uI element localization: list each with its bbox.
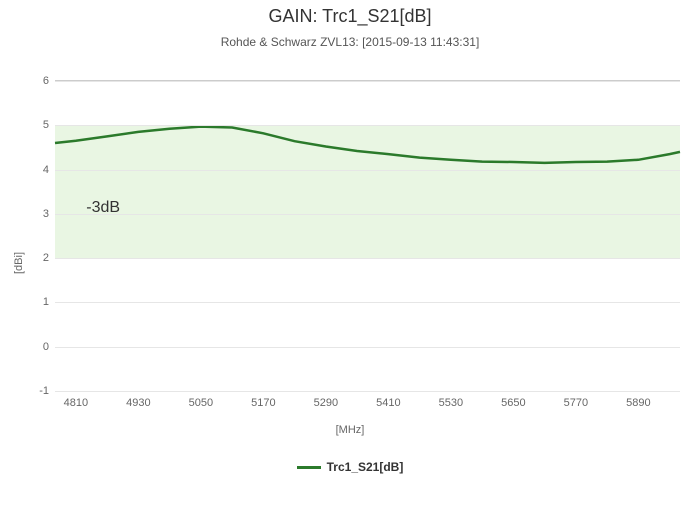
line-series-svg — [55, 81, 680, 391]
y-tick: 6 — [43, 75, 55, 87]
y-tick: 4 — [43, 164, 55, 176]
x-tick: 5770 — [564, 391, 588, 409]
y-tick: 3 — [43, 208, 55, 220]
y-tick: 0 — [43, 341, 55, 353]
x-tick: 5410 — [376, 391, 400, 409]
x-tick: 5290 — [314, 391, 338, 409]
y-tick: -1 — [39, 385, 55, 397]
chart-title: GAIN: Trc1_S21[dB] — [0, 0, 700, 27]
plot-area: -3dB -1012345648104930505051705290541055… — [55, 80, 680, 391]
y-tick: 2 — [43, 252, 55, 264]
legend-swatch — [297, 466, 321, 469]
x-tick: 4930 — [126, 391, 150, 409]
x-tick: 5530 — [439, 391, 463, 409]
x-tick: 5170 — [251, 391, 275, 409]
x-tick: 4810 — [64, 391, 88, 409]
x-tick: 5650 — [501, 391, 525, 409]
y-tick: 1 — [43, 296, 55, 308]
legend-label: Trc1_S21[dB] — [327, 460, 404, 474]
x-tick: 5050 — [189, 391, 213, 409]
x-axis-label: [MHz] — [0, 424, 700, 436]
x-tick: 5890 — [626, 391, 650, 409]
legend: Trc1_S21[dB] — [0, 460, 700, 474]
y-axis-label: [dBi] — [13, 251, 25, 273]
y-tick: 5 — [43, 119, 55, 131]
chart-subtitle: Rohde & Schwarz ZVL13: [2015-09-13 11:43… — [0, 35, 700, 49]
